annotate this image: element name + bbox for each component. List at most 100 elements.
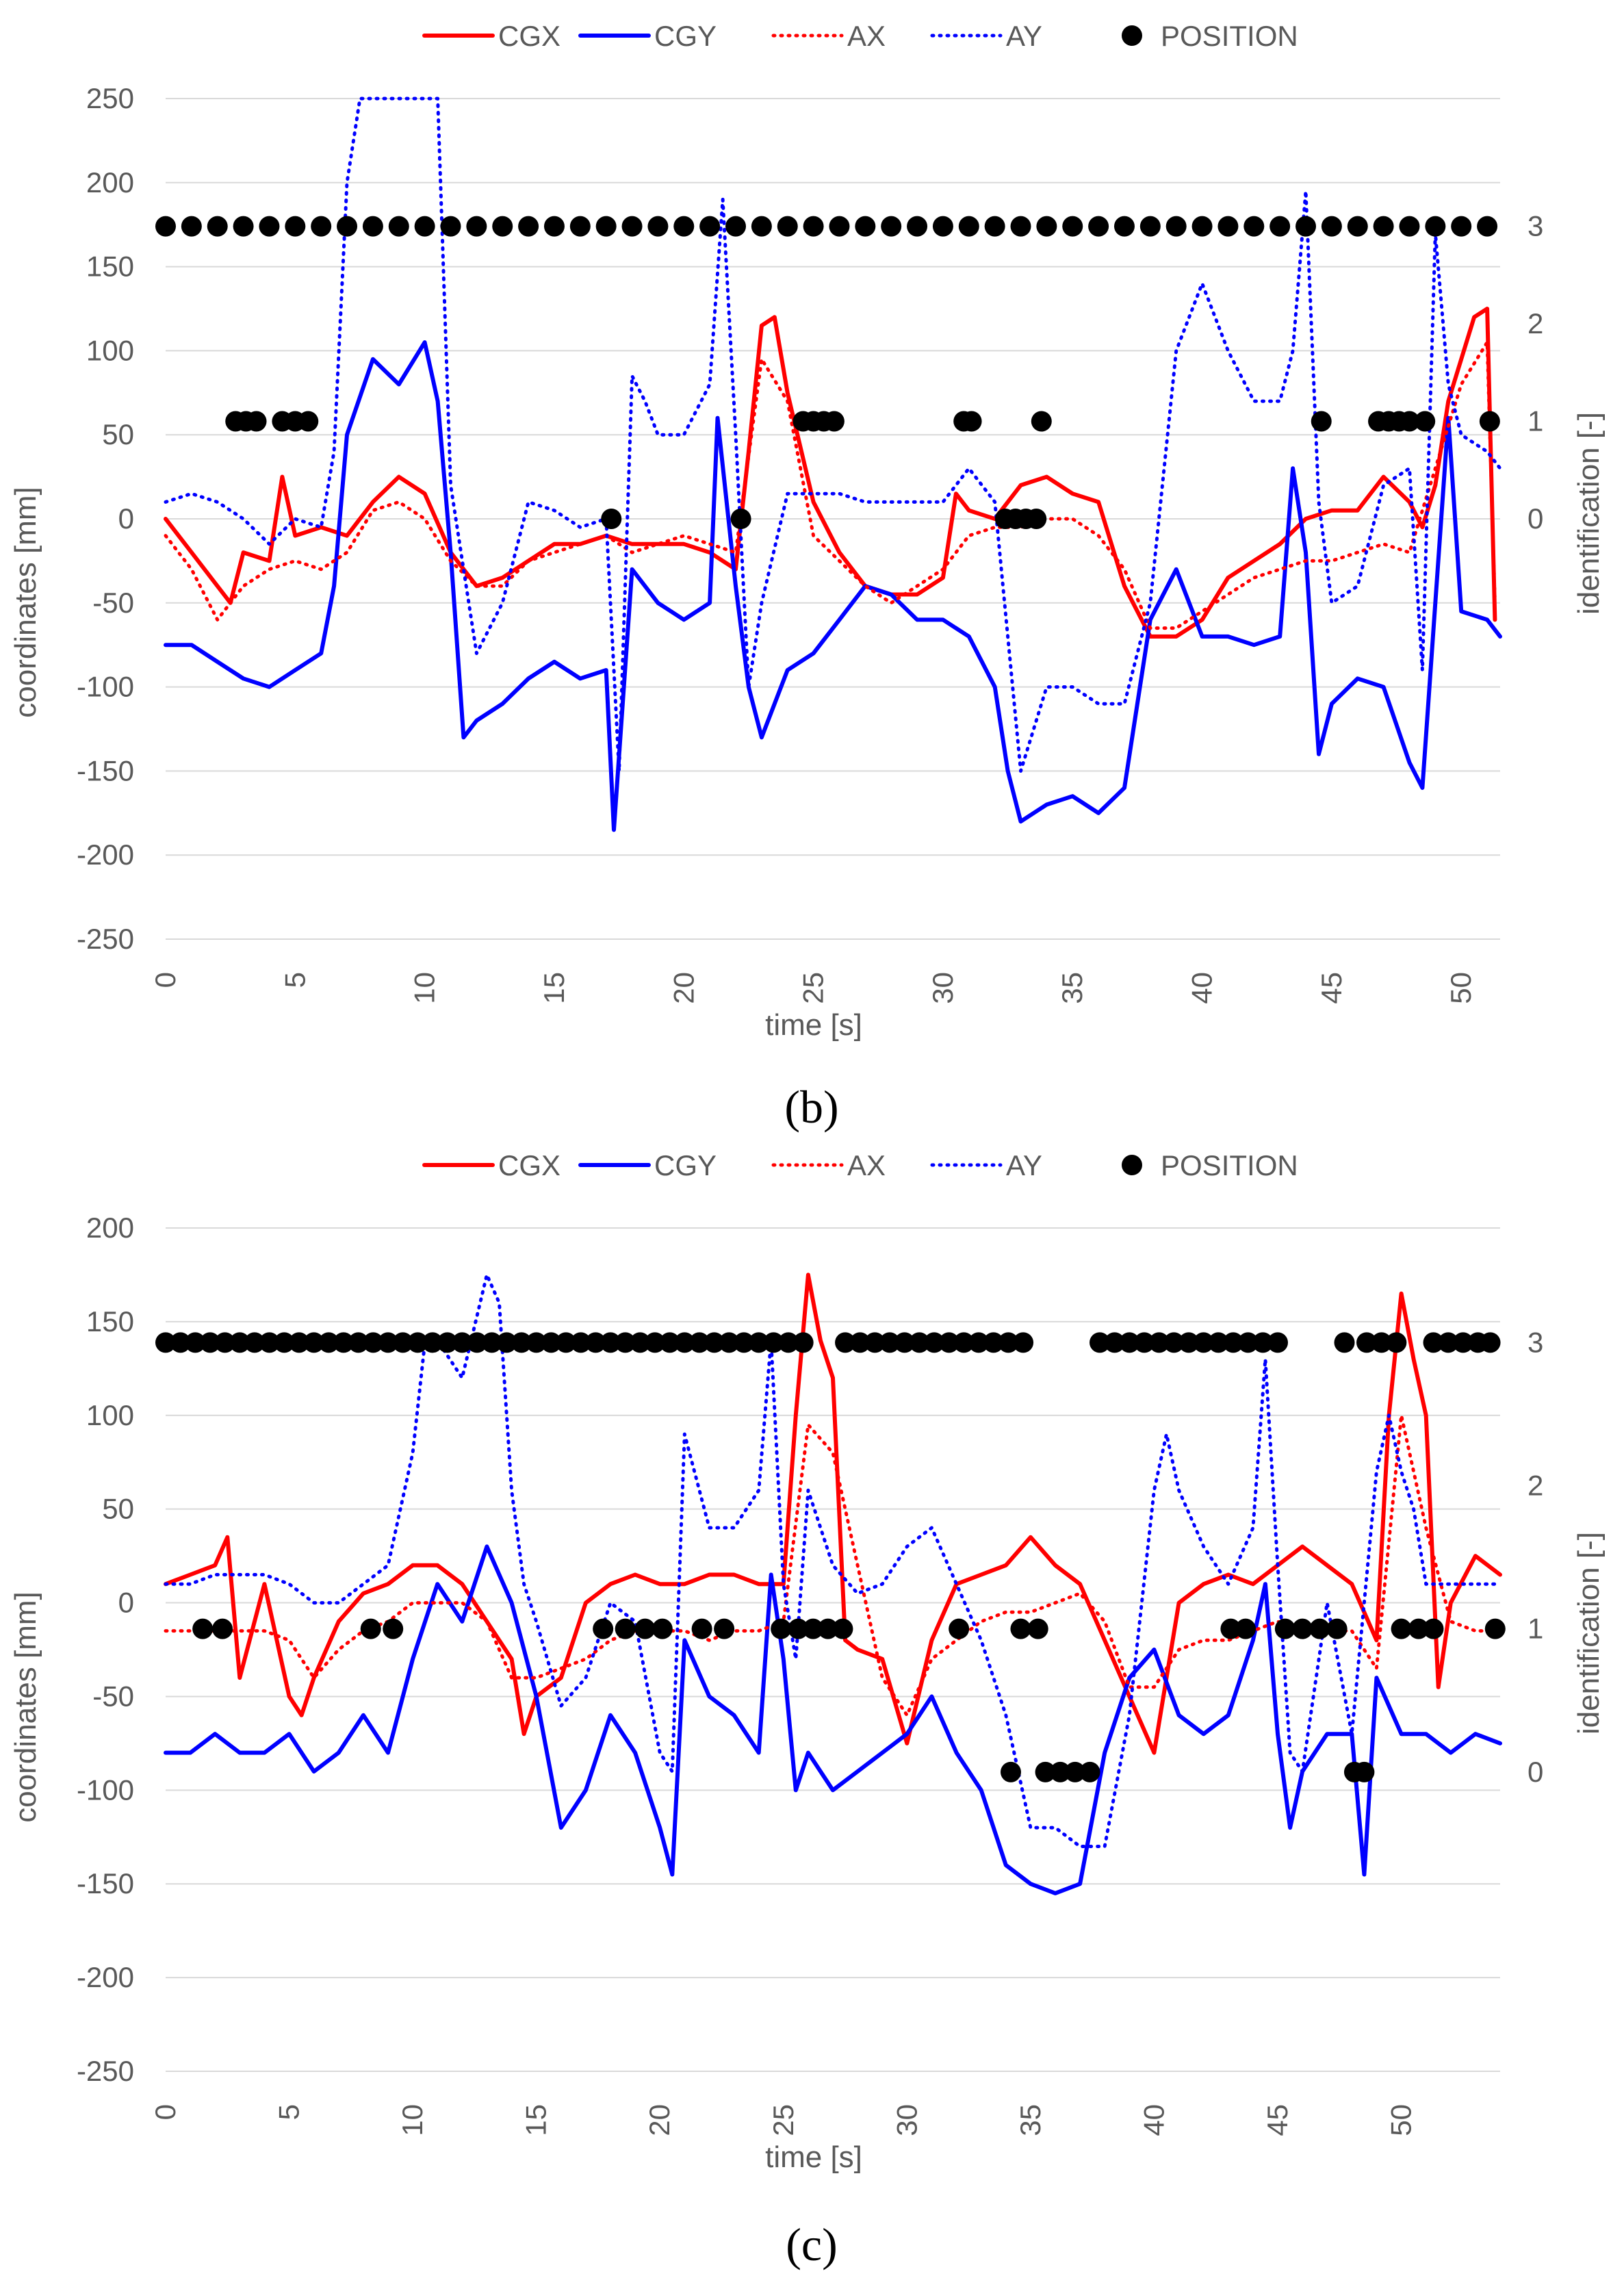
chart-c-position-point	[1252, 1332, 1274, 1353]
chart-c-position-point	[1050, 1761, 1071, 1782]
chart-b-x-tick-label: 0	[149, 972, 181, 988]
chart-c-position-point	[1480, 1332, 1501, 1353]
chart-c-position-point	[1274, 1618, 1296, 1639]
chart-b-y-tick-label: 200	[86, 166, 134, 199]
chart-c-position-point	[333, 1332, 354, 1353]
chart-b-x-tick-label: 50	[1445, 972, 1477, 1004]
chart-c-y2-tick-label: 1	[1528, 1613, 1543, 1645]
chart-b-position-point	[337, 216, 358, 237]
chart-c-position-point	[1326, 1618, 1348, 1639]
chart-c-position-point	[659, 1332, 680, 1353]
chart-c-position-point	[879, 1332, 901, 1353]
chart-c-position-point	[1134, 1332, 1155, 1353]
chart-c-y2-tick-label: 3	[1528, 1326, 1543, 1358]
chart-c-x-tick-label: 5	[273, 2104, 305, 2120]
chart-c-position-point	[1027, 1618, 1048, 1639]
chart-b-position-point	[621, 216, 643, 237]
chart-b-y2-tick-label: 0	[1528, 502, 1543, 535]
chart-b-x-axis-label: time [s]	[765, 1008, 862, 1042]
chart-c-position-point	[303, 1332, 324, 1353]
chart-c-x-axis-label: time [s]	[765, 2140, 862, 2174]
chart-panel-b: CGX CGY AX AY POSITION 250 200 150 100 50 0 -50 -10…	[9, 20, 1606, 1133]
chart-b-position-point	[803, 216, 824, 237]
chart-c-position-point	[1386, 1332, 1407, 1353]
chart-c-position-point	[1309, 1618, 1330, 1639]
chart-b-y2-tick-label: 1	[1528, 405, 1543, 437]
chart-c-position-point	[1484, 1618, 1506, 1639]
chart-b-legend-cgy-label: CGY	[654, 20, 717, 52]
chart-b-x-tick-label: 40	[1186, 972, 1218, 1004]
chart-c-position-point	[1104, 1332, 1125, 1353]
chart-c-position-point	[378, 1332, 398, 1353]
chart-b-position-point	[907, 216, 928, 237]
chart-b-x-tick-label: 45	[1315, 972, 1348, 1004]
chart-c-position-point	[360, 1618, 381, 1639]
chart-b-position-point	[961, 411, 982, 432]
chart-c-x-tick-label: 30	[890, 2104, 923, 2136]
chart-b-position-point	[881, 216, 902, 237]
chart-b-position-point	[1373, 216, 1394, 237]
chart-b-x-tick-label: 30	[927, 972, 959, 1004]
chart-c-position-point	[803, 1618, 824, 1639]
chart-c-position-point	[289, 1332, 309, 1353]
chart-c-y2-tick-label: 2	[1528, 1470, 1543, 1502]
chart-c-position-point	[909, 1332, 930, 1353]
chart-c-position-point	[437, 1332, 458, 1353]
chart-b-y2-tick-label: 3	[1528, 210, 1543, 242]
chart-b-position-point	[777, 216, 798, 237]
chart-b-position-point	[543, 216, 565, 237]
chart-c-position-point	[924, 1332, 945, 1353]
chart-b-position-point	[440, 216, 461, 237]
chart-b-position-point	[855, 216, 876, 237]
chart-c-legend-position-label: POSITION	[1161, 1149, 1298, 1181]
chart-c-position-point	[259, 1332, 280, 1353]
chart-c-position-point	[1013, 1332, 1034, 1353]
chart-b-position-point	[725, 216, 747, 237]
chart-c-position-point	[778, 1332, 799, 1353]
chart-c-y-tick-label: 200	[86, 1212, 134, 1244]
chart-c-position-point	[585, 1332, 606, 1353]
chart-c-position-point	[1079, 1761, 1100, 1782]
chart-b-y-tick-label: -50	[92, 587, 134, 619]
chart-b-position-point	[958, 216, 979, 237]
chart-b-position-point	[984, 216, 1005, 237]
chart-c-position-point	[630, 1332, 651, 1353]
chart-c-position-point	[422, 1332, 443, 1353]
chart-c-y-tick-label: -150	[77, 1867, 134, 1899]
chart-c-y-tick-label: 100	[86, 1399, 134, 1431]
chart-b-x-tick-label: 35	[1056, 972, 1088, 1004]
chart-b-legend-position-label: POSITION	[1161, 20, 1298, 52]
chart-c-position-point	[1408, 1618, 1429, 1639]
chart-b-position-point	[932, 216, 953, 237]
chart-b-position-point	[492, 216, 513, 237]
chart-b-position-point	[1477, 216, 1498, 237]
chart-c-position-point	[1423, 1618, 1444, 1639]
chart-c-position-point	[1119, 1332, 1140, 1353]
chart-b-position-point	[1191, 216, 1213, 237]
chart-panel-c: CGX CGY AX AY POSITION 200 150 100 50 0 -50 -100 -1…	[0, 1139, 1624, 2278]
chart-c-y-tick-label: -200	[77, 1961, 134, 1993]
chart-c-position-point	[244, 1332, 265, 1353]
chart-b-y-tick-label: 150	[86, 251, 134, 283]
chart-b-position-point	[311, 216, 332, 237]
chart-b-position-point	[699, 216, 721, 237]
chart-b-position-point	[1451, 216, 1472, 237]
chart-b-position-point	[647, 216, 669, 237]
chart-c-position-point	[1423, 1332, 1444, 1353]
chart-c-position-point	[155, 1332, 176, 1353]
chart-b-position-point	[1088, 216, 1109, 237]
chart-c-position-point	[615, 1618, 636, 1639]
chart-b-legend-cgx-label: CGX	[498, 20, 560, 52]
chart-b-position-point	[1399, 411, 1420, 432]
chart-c-y-tick-label: 50	[102, 1493, 134, 1525]
chart-c-position-point	[689, 1332, 710, 1353]
chart-c-gridlines	[166, 1227, 1500, 2072]
chart-c-legend-ax-label: AX	[847, 1149, 886, 1181]
chart-c-position-point	[763, 1332, 784, 1353]
chart-c-position-point	[363, 1332, 384, 1353]
chart-b-position-point	[233, 216, 254, 237]
chart-c-svg: CGX CGY AX AY POSITION 200150100500-50-100-1…	[9, 1149, 1606, 2270]
chart-c-position-point	[615, 1332, 636, 1353]
chart-c-position-point	[556, 1332, 576, 1353]
chart-b-legend: CGX CGY AX AY POSITION	[422, 20, 1298, 52]
